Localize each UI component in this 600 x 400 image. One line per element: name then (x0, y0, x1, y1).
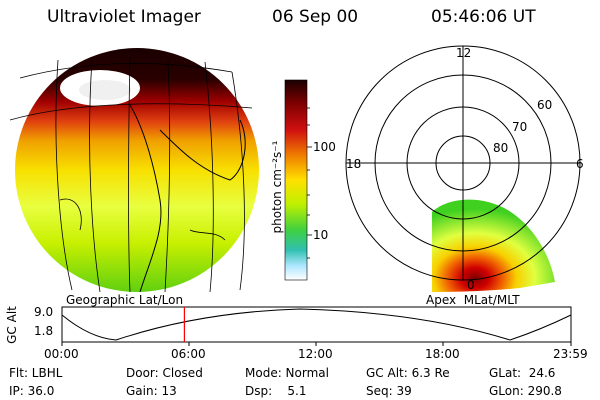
apex-label: Apex MLat/MLT (426, 293, 520, 307)
altitude-ylabel: GC Alt (5, 306, 19, 344)
x-tick-1200: 12:00 (298, 347, 333, 361)
mlat-label-70: 70 (512, 120, 528, 134)
status-mode: Mode: Normal (245, 366, 329, 380)
altitude-ymin: 1.8 (34, 324, 54, 338)
time-label: 05:46:06 UT (431, 7, 536, 27)
date-label: 06 Sep 00 (272, 7, 359, 27)
status-gc-alt: GC Alt: 6.3 Re (366, 366, 450, 380)
colorbar-tick-10: 10 (313, 228, 329, 242)
x-tick-0600: 06:00 (171, 347, 206, 361)
instrument-title: Ultraviolet Imager (47, 7, 201, 27)
status-flt: Flt: LBHL (9, 366, 63, 380)
mlt-label-0: 0 (467, 278, 475, 292)
x-tick-1800: 18:00 (425, 347, 460, 361)
status-glon: GLon: 290.8 (489, 384, 562, 398)
x-tick-2359: 23:59 (553, 347, 588, 361)
colorbar (284, 79, 308, 281)
status-glat: GLat: 24.6 (489, 366, 556, 380)
status-gain: Gain: 13 (126, 384, 177, 398)
colorbar-ticks (307, 107, 312, 259)
geographic-label: Geographic Lat/Lon (66, 293, 184, 307)
altitude-curve (61, 308, 572, 341)
altitude-plot (61, 306, 572, 346)
altitude-ymax: 9.0 (34, 305, 54, 319)
status-ip: IP: 36.0 (9, 384, 55, 398)
x-tick-0000: 00:00 (44, 347, 79, 361)
mlat-label-80: 80 (493, 141, 509, 155)
colorbar-unit-label: photon cm⁻²s⁻¹ (270, 140, 284, 234)
globe-grid (9, 57, 253, 293)
mlt-label-18: 18 (346, 157, 362, 171)
mlt-label-6: 6 (576, 157, 584, 171)
status-door: Door: Closed (126, 366, 203, 380)
status-dsp: Dsp: 5.1 (245, 384, 307, 398)
colorbar-tick-100: 100 (313, 140, 336, 154)
mlat-label-60: 60 (537, 98, 553, 112)
status-seq: Seq: 39 (366, 384, 412, 398)
globe-image (15, 48, 259, 292)
polar-plot (345, 45, 581, 292)
mlt-label-12: 12 (456, 46, 472, 60)
